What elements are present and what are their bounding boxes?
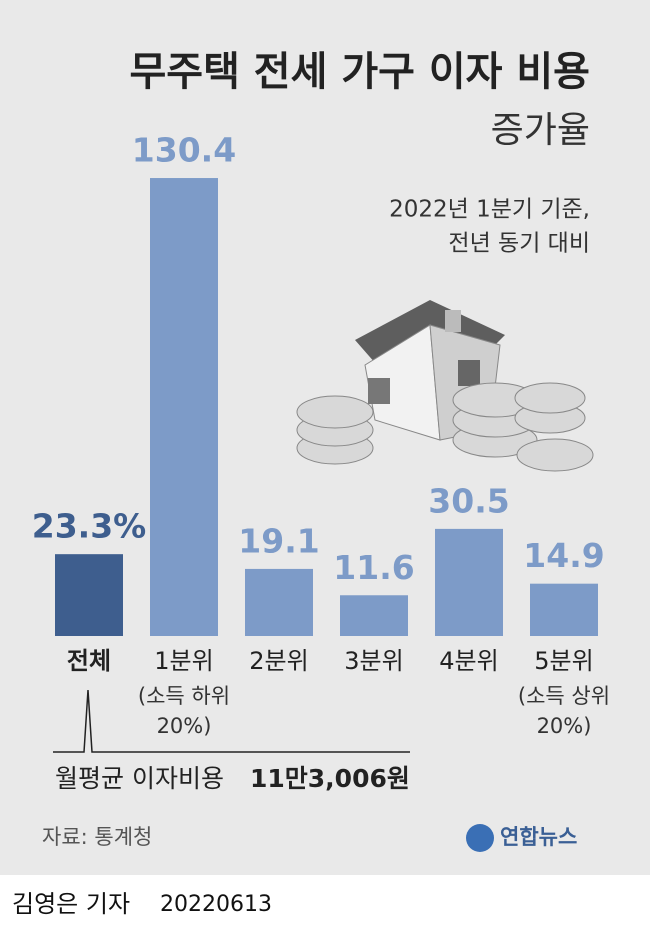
value-label: 19.1: [238, 521, 319, 560]
category-note: (소득 상위: [518, 684, 610, 708]
value-label: 14.9: [523, 536, 604, 575]
category-label: 5분위: [534, 647, 593, 675]
bar: [245, 568, 313, 636]
category-label: 1분위: [154, 647, 213, 675]
bar: [55, 554, 123, 636]
annotation-label: 월평균 이자비용: [55, 764, 224, 793]
annotation-value: 11만3,006원: [250, 764, 410, 793]
house-illustration: [296, 300, 594, 472]
bar: [530, 583, 598, 636]
category-note: (소득 하위: [138, 684, 230, 708]
note: 전년 동기 대비: [448, 231, 590, 257]
logo: 연합뉴스: [500, 825, 577, 849]
category-note: 20%): [157, 714, 212, 738]
note: 2022년 1분기 기준,: [389, 197, 590, 223]
category-label: 4분위: [439, 647, 498, 675]
bar: [150, 178, 218, 636]
footer-band: [0, 875, 650, 933]
bracket-line: [53, 689, 410, 753]
bar: [435, 528, 503, 636]
chart-subtitle: 증가율: [491, 110, 590, 151]
value-label: 130.4: [132, 131, 236, 170]
byline: 김영은 기자: [12, 890, 130, 918]
category-note: 20%): [537, 714, 592, 738]
category-label: 2분위: [249, 647, 308, 675]
source: 자료: 통계청: [42, 825, 152, 849]
category-label: 3분위: [344, 647, 403, 675]
bar: [340, 595, 408, 636]
logo-mark: [466, 824, 494, 852]
category-label: 전체: [67, 647, 111, 675]
value-label: 11.6: [333, 548, 414, 587]
date: 20220613: [160, 892, 272, 917]
value-label: 23.3%: [32, 507, 147, 546]
chart-title: 무주택 전세 가구 이자 비용: [129, 49, 590, 95]
value-label: 30.5: [428, 481, 509, 520]
